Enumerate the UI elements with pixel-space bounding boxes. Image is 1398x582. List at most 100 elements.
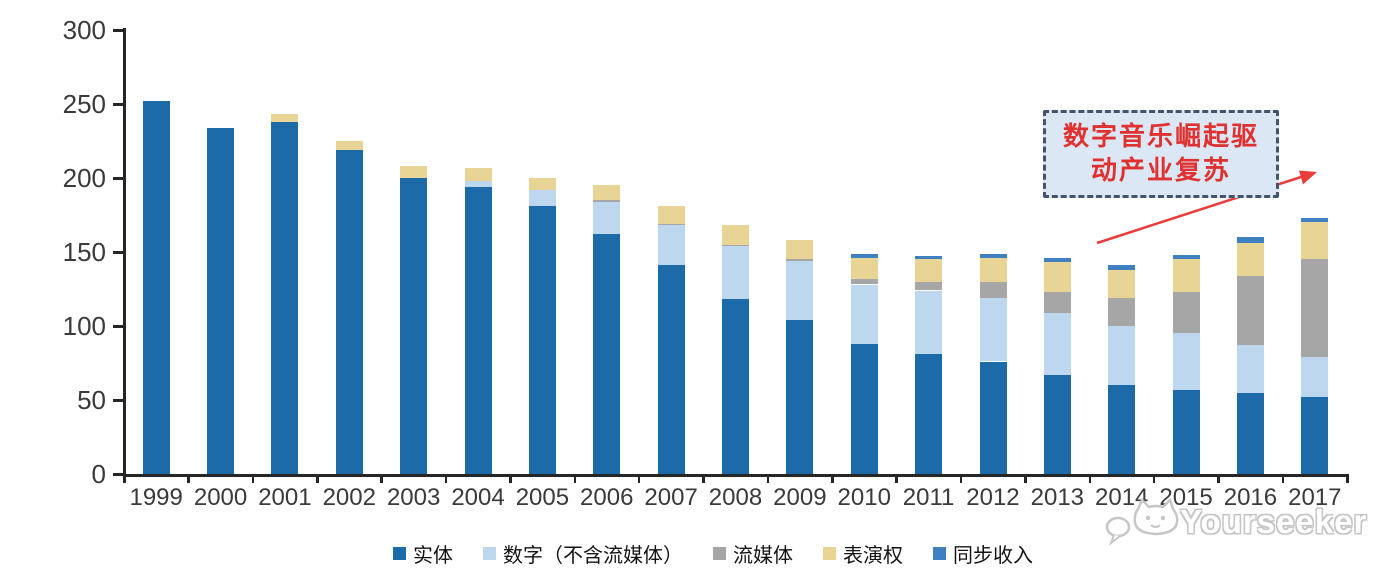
bar-segment — [1236, 243, 1264, 276]
legend-item: 表演权 — [823, 539, 903, 568]
x-axis-tick — [637, 474, 641, 483]
annotation-text-line2: 动产业复苏 — [1090, 156, 1231, 185]
x-axis-label: 2004 — [451, 484, 505, 511]
x-axis-label: 2008 — [708, 484, 763, 511]
x-axis-label: 2017 — [1288, 484, 1342, 511]
y-axis-tick — [113, 177, 124, 180]
bar-segment — [786, 240, 814, 260]
y-axis-tick — [113, 29, 124, 32]
x-axis-tick — [316, 474, 319, 483]
bar-segment — [1172, 259, 1200, 292]
bar-segment — [915, 259, 943, 282]
bar-segment — [786, 259, 814, 261]
y-axis-label: 300 — [62, 15, 106, 45]
annotation-text-line1: 数字音乐崛起驱 — [1062, 122, 1259, 152]
bar-segment — [1172, 389, 1200, 474]
bar-segment — [979, 361, 1007, 474]
y-axis-label: 50 — [77, 385, 106, 415]
bar-segment — [464, 167, 492, 181]
bar-segment — [850, 343, 878, 474]
bar-segment — [1301, 357, 1329, 398]
x-axis-label: 2012 — [966, 484, 1020, 511]
x-axis-label: 2007 — [644, 484, 698, 511]
bar-segment — [1236, 392, 1264, 474]
x-axis-label: 2009 — [773, 484, 827, 511]
legend-item: 数字（不含流媒体） — [483, 539, 683, 568]
bar-segment — [657, 225, 685, 266]
x-axis-tick — [1346, 474, 1349, 483]
bar-segment — [1108, 269, 1136, 298]
bar-segment — [1043, 257, 1071, 263]
bar-segment — [979, 257, 1007, 282]
bar-segment — [1043, 312, 1071, 375]
bar-segment — [1236, 345, 1264, 393]
y-axis-label: 200 — [62, 163, 106, 193]
bar-segment — [657, 223, 685, 226]
y-axis-label: 100 — [62, 311, 106, 341]
bar-segment — [657, 265, 685, 474]
x-axis-label: 2010 — [837, 484, 891, 511]
bar-segment — [1108, 297, 1136, 326]
x-axis-tick — [573, 474, 577, 483]
bar-segment — [464, 181, 492, 187]
x-axis-tick — [187, 474, 190, 483]
x-axis-tick — [123, 474, 126, 483]
legend-item: 同步收入 — [933, 539, 1033, 568]
bar-segment — [850, 257, 878, 279]
bar-segment — [1236, 275, 1264, 346]
bar-segment — [335, 141, 363, 150]
x-axis-tick — [1217, 474, 1220, 483]
legend-swatch-icon — [713, 547, 726, 560]
y-axis-tick — [113, 473, 124, 476]
bar-segment — [1301, 218, 1329, 223]
bar-segment — [593, 200, 621, 202]
bar-segment — [1108, 265, 1136, 270]
bar-segment — [528, 178, 556, 190]
legend-swatch-icon — [483, 547, 496, 560]
bar-segment — [979, 253, 1007, 258]
bar-segment — [593, 234, 621, 474]
bar-segment — [142, 101, 170, 474]
x-axis-tick — [251, 474, 255, 483]
bar-segment — [1301, 259, 1329, 358]
bar-segment — [722, 225, 749, 245]
bar-segment — [400, 166, 428, 178]
bar-segment — [400, 178, 428, 474]
bar-segment — [335, 149, 363, 474]
y-axis-label: 0 — [91, 459, 106, 489]
legend: 实体 数字（不含流媒体） 流媒体 表演权 同步收入 — [14, 539, 1398, 568]
bar-segment — [722, 299, 749, 474]
legend-swatch-icon — [393, 547, 406, 560]
x-axis-label: 1999 — [129, 484, 183, 511]
legend-label: 表演权 — [843, 545, 903, 567]
cat-speech-bubble-logo-icon — [1105, 497, 1179, 546]
x-axis-label: 2003 — [386, 484, 441, 511]
legend-label: 流媒体 — [733, 545, 793, 567]
bar-segment — [1172, 333, 1200, 390]
x-axis-tick — [380, 474, 383, 483]
annotation-callout: 数字音乐崛起驱 动产业复苏 — [1043, 110, 1279, 198]
bar-segment — [979, 281, 1007, 298]
x-axis-label: 2002 — [322, 484, 376, 511]
bar-segment — [1301, 397, 1329, 474]
bar-segment — [1172, 255, 1200, 260]
x-axis-tick — [766, 474, 770, 483]
x-axis-line — [123, 474, 1348, 477]
bar-segment — [1236, 237, 1264, 244]
bar-segment — [786, 320, 814, 474]
legend-swatch-icon — [933, 547, 946, 560]
bar-segment — [271, 114, 299, 122]
legend-label: 实体 — [413, 545, 453, 567]
x-axis-label: 2011 — [902, 484, 955, 511]
y-axis-tick — [113, 103, 124, 106]
y-axis-tick — [113, 325, 124, 328]
x-axis-tick — [702, 474, 705, 483]
bar-segment — [915, 290, 943, 355]
y-axis-tick — [113, 251, 124, 254]
x-axis-tick — [959, 474, 963, 483]
bar-segment — [1301, 222, 1329, 260]
y-axis-label: 150 — [62, 237, 106, 267]
bar-segment — [850, 278, 878, 285]
bar-segment — [657, 206, 685, 224]
x-axis-label: 2000 — [193, 484, 248, 511]
